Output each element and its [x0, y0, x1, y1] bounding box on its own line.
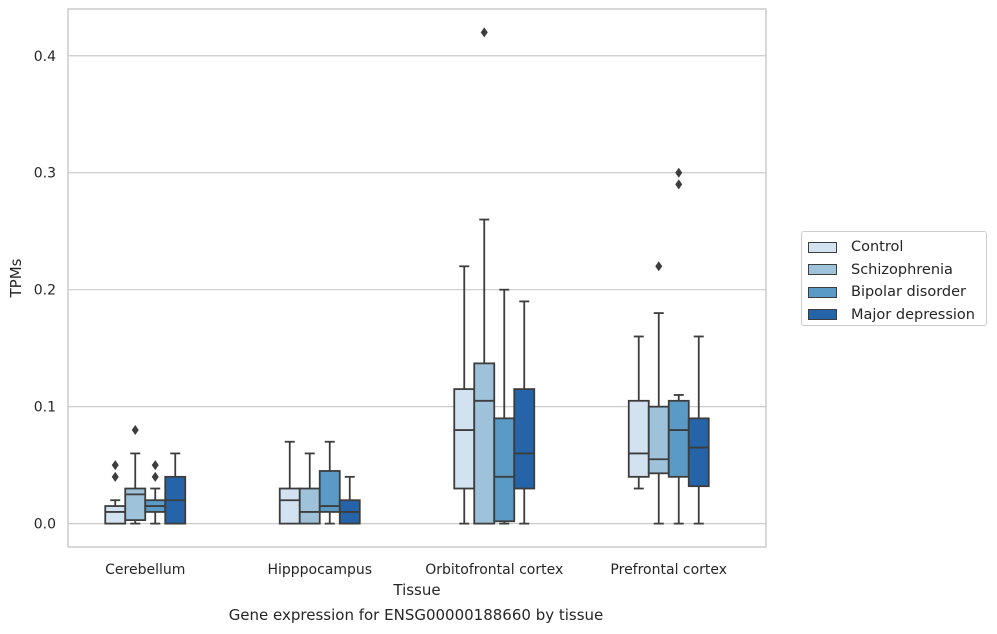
outlier-point — [655, 261, 663, 272]
box-iqr — [667, 399, 690, 478]
box-schizophrenia — [124, 425, 147, 525]
plot-frame — [67, 8, 767, 548]
x-axis-ticks: Cerebellum Hipppocampus Orbitofrontal cort… — [105, 562, 727, 578]
box-control — [627, 335, 650, 490]
legend-swatch — [808, 286, 837, 298]
box-iqr — [627, 399, 650, 478]
box-bipolar-disorder — [667, 167, 690, 525]
box-control — [104, 460, 127, 525]
outlier-point — [675, 179, 683, 190]
legend-label: Schizophrenia — [851, 261, 953, 278]
outlier-point — [131, 425, 139, 436]
box-schizophrenia — [473, 27, 496, 525]
outlier-point — [151, 471, 159, 482]
y-tick-label: 0.4 — [34, 49, 56, 65]
box-series — [104, 27, 710, 525]
outlier-point — [111, 471, 119, 482]
box-iqr — [687, 417, 710, 488]
legend-label: Major depression — [851, 306, 975, 323]
legend-swatch — [808, 309, 837, 321]
box-iqr — [318, 470, 341, 513]
box-bipolar-disorder — [144, 460, 167, 525]
box-iqr — [647, 405, 670, 475]
x-axis-label: Tissue — [392, 581, 440, 599]
box-iqr — [124, 487, 147, 521]
box-iqr — [104, 505, 127, 525]
y-tick-label: 0.2 — [34, 283, 56, 299]
legend: Control Schizophrenia Bipolar disorder Majo… — [801, 231, 987, 326]
x-tick-label: Orbitofrontal cortex — [425, 562, 563, 578]
x-tick-label: Prefrontal cortex — [610, 562, 727, 578]
legend-swatch — [808, 264, 837, 276]
y-axis-ticks: 0.0 0.1 0.2 0.3 0.4 — [34, 49, 56, 533]
legend-item: Schizophrenia — [808, 259, 986, 282]
legend-label: Bipolar disorder — [851, 284, 966, 301]
y-tick-label: 0.3 — [34, 166, 56, 182]
chart-caption: Gene expression for ENSG00000188660 by t… — [228, 606, 604, 624]
box-iqr — [513, 388, 536, 490]
box-major-depression — [338, 475, 361, 525]
outlier-point — [675, 167, 683, 178]
box-schizophrenia — [298, 452, 321, 525]
legend-item: Major depression — [808, 304, 986, 327]
outlier-point — [480, 27, 488, 38]
outlier-point — [151, 460, 159, 471]
box-control — [278, 440, 301, 525]
legend-label: Control — [851, 239, 904, 256]
box-iqr — [473, 362, 496, 525]
legend-item: Bipolar disorder — [808, 281, 986, 304]
box-schizophrenia — [647, 261, 670, 525]
legend-item: Control — [808, 236, 986, 259]
x-tick-label: Cerebellum — [105, 562, 185, 578]
y-tick-label: 0.0 — [34, 517, 56, 533]
y-axis-label: TPMs — [7, 258, 25, 298]
box-major-depression — [687, 335, 710, 525]
box-control — [453, 265, 476, 525]
box-iqr — [278, 487, 301, 525]
x-tick-label: Hipppocampus — [267, 562, 372, 578]
box-iqr — [298, 487, 321, 525]
y-tick-label: 0.1 — [34, 400, 56, 416]
box-major-depression — [513, 300, 536, 525]
legend-swatch — [808, 241, 837, 253]
box-major-depression — [164, 452, 187, 525]
box-iqr — [493, 417, 516, 523]
box-iqr — [453, 388, 476, 490]
box-bipolar-disorder — [318, 440, 341, 525]
outlier-point — [111, 460, 119, 471]
